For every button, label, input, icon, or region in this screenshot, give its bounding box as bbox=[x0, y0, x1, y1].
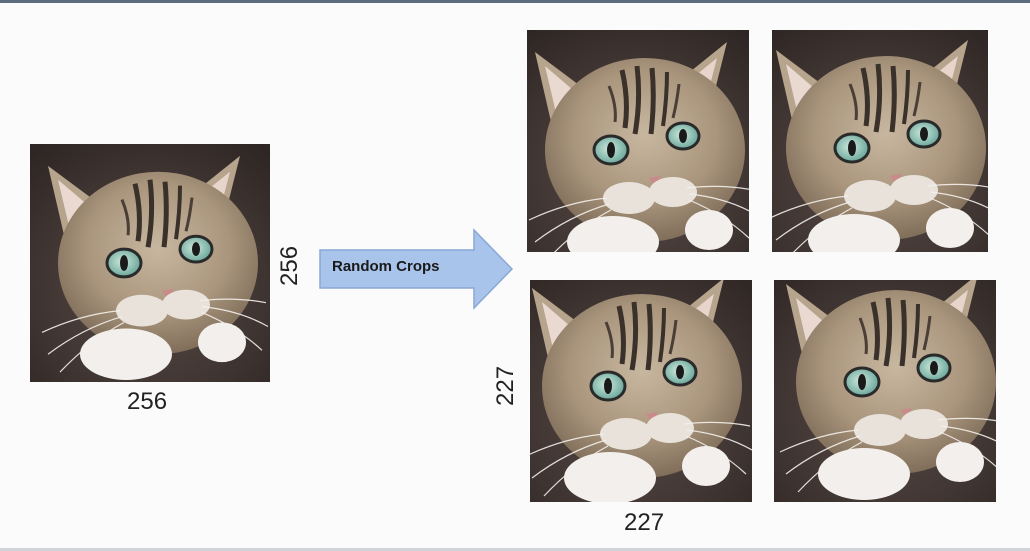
cat-photo-icon bbox=[774, 280, 996, 502]
cat-photo-icon bbox=[30, 144, 270, 382]
random-crops-arrow: Random Crops bbox=[318, 228, 514, 310]
window-top-border bbox=[0, 0, 1030, 3]
crop-bottom-left bbox=[530, 280, 752, 502]
original-cat-image bbox=[30, 144, 270, 382]
original-width-label: 256 bbox=[127, 388, 168, 415]
crop-bottom-right bbox=[774, 280, 996, 502]
crop-top-right bbox=[772, 30, 988, 252]
cat-photo-icon bbox=[772, 30, 988, 252]
cat-photo-icon bbox=[527, 30, 749, 252]
original-height-label: 256 bbox=[276, 245, 303, 286]
window-bottom-border bbox=[0, 548, 1030, 551]
crop-top-left bbox=[527, 30, 749, 252]
cat-photo-icon bbox=[530, 280, 752, 502]
arrow-label: Random Crops bbox=[332, 258, 440, 275]
right-arrow-icon bbox=[319, 228, 514, 310]
crop-height-label: 227 bbox=[492, 365, 519, 406]
crop-width-label: 227 bbox=[624, 509, 665, 536]
